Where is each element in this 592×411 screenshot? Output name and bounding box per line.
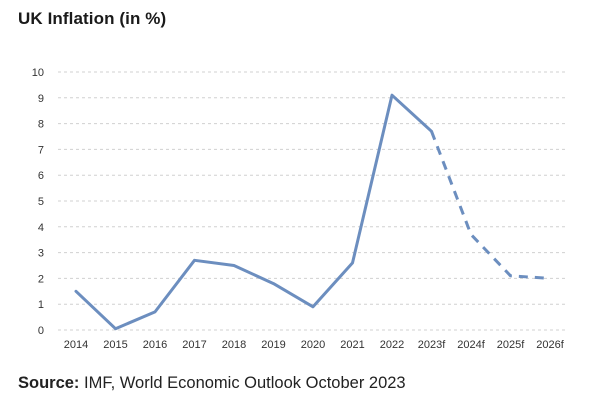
y-tick-label: 6 bbox=[38, 170, 44, 182]
data-point-2026f bbox=[548, 276, 552, 280]
data-point-2016 bbox=[153, 310, 157, 314]
data-point-2017 bbox=[193, 258, 197, 262]
x-tick-label: 2014 bbox=[64, 339, 88, 351]
data-points bbox=[74, 93, 552, 330]
y-tick-label: 4 bbox=[38, 222, 44, 234]
data-point-2018 bbox=[232, 264, 236, 268]
y-tick-label: 10 bbox=[32, 67, 44, 79]
x-axis-tick-labels: 2014 2015 2016 2017 2018 2019 2020 2021 2022 2023… bbox=[64, 339, 565, 351]
series-lines bbox=[74, 93, 551, 331]
x-tick-label: 2022 bbox=[380, 339, 404, 351]
x-tick-label: 2021 bbox=[340, 339, 364, 351]
x-tick-label: 2020 bbox=[301, 339, 325, 351]
series-line-actual bbox=[74, 93, 433, 331]
x-tick-label: 2025f bbox=[497, 339, 525, 351]
data-point-2020 bbox=[311, 305, 315, 309]
source-note: Source: IMF, World Economic Outlook Octo… bbox=[18, 374, 406, 393]
series-line-forecast bbox=[430, 130, 551, 280]
x-tick-label: 2026f bbox=[536, 339, 564, 351]
x-tick-label: 2023f bbox=[418, 339, 446, 351]
y-tick-label: 0 bbox=[38, 325, 44, 337]
source-label: Source: bbox=[18, 374, 80, 392]
y-gridlines bbox=[58, 71, 568, 331]
y-tick-label: 7 bbox=[38, 144, 44, 156]
y-tick-label: 3 bbox=[38, 248, 44, 260]
data-point-2025f bbox=[509, 274, 513, 278]
y-tick-label: 1 bbox=[38, 299, 44, 311]
data-point-2021 bbox=[351, 261, 355, 265]
x-tick-label: 2016 bbox=[143, 339, 167, 351]
y-axis-tick-labels: 0 1 2 3 4 5 6 7 8 9 10 bbox=[32, 67, 44, 337]
data-point-2014 bbox=[74, 289, 78, 293]
y-tick-label: 2 bbox=[38, 273, 44, 285]
x-tick-label: 2024f bbox=[457, 339, 485, 351]
data-point-2023f bbox=[430, 129, 434, 133]
data-point-2019 bbox=[272, 282, 276, 286]
chart-title: UK Inflation (in %) bbox=[18, 9, 167, 28]
y-tick-label: 5 bbox=[38, 196, 44, 208]
y-tick-label: 8 bbox=[38, 119, 44, 131]
source-text: IMF, World Economic Outlook October 2023 bbox=[79, 374, 406, 392]
x-tick-label: 2018 bbox=[222, 339, 246, 351]
x-tick-label: 2015 bbox=[103, 339, 127, 351]
data-point-2015 bbox=[114, 327, 118, 331]
x-tick-label: 2017 bbox=[182, 339, 206, 351]
y-tick-label: 9 bbox=[38, 93, 44, 105]
data-point-2024f bbox=[469, 233, 473, 237]
data-point-2022 bbox=[390, 93, 394, 97]
x-tick-label: 2019 bbox=[261, 339, 285, 351]
